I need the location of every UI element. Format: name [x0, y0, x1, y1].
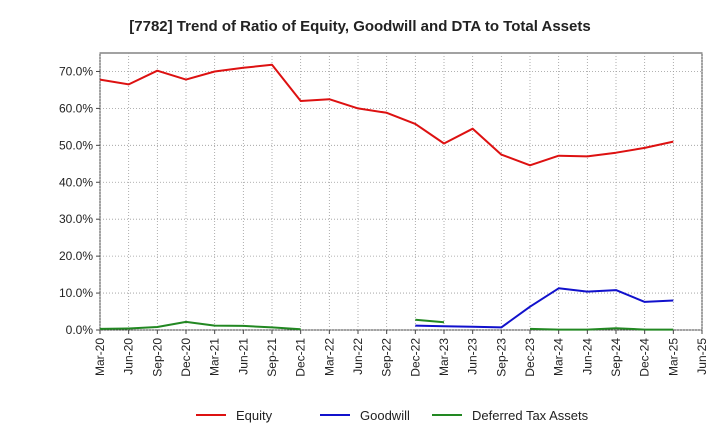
x-tick-label: Mar-24 — [552, 338, 566, 376]
x-tick-label: Sep-22 — [380, 338, 394, 377]
plot-frame — [99, 52, 703, 331]
x-axis: Mar-20 Jun-20 Sep-20 Dec-20 Mar-21 Jun-21 Sep-… — [93, 330, 709, 377]
y-tick-label: 70.0% — [59, 64, 93, 78]
x-tick-label: Jun-25 — [695, 338, 709, 375]
x-tick-label: Mar-22 — [322, 338, 336, 376]
x-tick-label: Mar-23 — [437, 338, 451, 376]
x-tick-label: Jun-20 — [122, 338, 136, 375]
x-tick-label: Jun-23 — [466, 338, 480, 375]
series-line-deferred-tax-assets — [529, 327, 674, 331]
grid — [99, 53, 703, 331]
y-tick-label: 20.0% — [59, 249, 93, 263]
plot-area: 0.0%10.0%20.0%30.0%40.0%50.0%60.0%70.0% … — [59, 52, 709, 377]
series-line-deferred-tax-assets — [99, 320, 301, 331]
series-lines — [99, 63, 674, 331]
x-tick-label: Jun-24 — [580, 338, 594, 375]
x-tick-label: Sep-24 — [609, 338, 623, 377]
x-tick-label: Dec-23 — [523, 338, 537, 377]
x-tick-label: Sep-20 — [150, 338, 164, 377]
y-tick-label: 0.0% — [66, 323, 94, 337]
legend-label: Equity — [236, 408, 273, 423]
x-tick-label: Dec-20 — [179, 338, 193, 377]
x-tick-label: Mar-21 — [208, 338, 222, 376]
x-tick-label: Dec-24 — [638, 338, 652, 377]
chart-title: [7782] Trend of Ratio of Equity, Goodwil… — [129, 18, 590, 35]
x-tick-label: Sep-23 — [494, 338, 508, 377]
y-tick-label: 50.0% — [59, 138, 93, 152]
x-tick-label: Mar-20 — [93, 338, 107, 376]
x-tick-label: Dec-22 — [408, 338, 422, 377]
x-tick-label: Jun-22 — [351, 338, 365, 375]
series-line-goodwill — [415, 287, 674, 329]
x-tick-label: Dec-21 — [294, 338, 308, 377]
x-tick-label: Sep-21 — [265, 338, 279, 377]
series-line-deferred-tax-assets — [415, 318, 445, 324]
legend: Equity Goodwill Deferred Tax Assets — [196, 408, 589, 423]
y-tick-label: 60.0% — [59, 101, 93, 115]
legend-label: Goodwill — [360, 408, 410, 423]
x-tick-label: Jun-21 — [236, 338, 250, 375]
y-tick-label: 30.0% — [59, 212, 93, 226]
legend-label: Deferred Tax Assets — [472, 408, 589, 423]
series-line-equity — [99, 63, 674, 167]
y-tick-label: 10.0% — [59, 286, 93, 300]
x-tick-label: Mar-25 — [666, 338, 680, 376]
y-tick-label: 40.0% — [59, 175, 93, 189]
y-axis: 0.0% 10.0% 20.0% 30.0% 40.0% 50.0% 60.0% 70.0% — [59, 64, 100, 337]
